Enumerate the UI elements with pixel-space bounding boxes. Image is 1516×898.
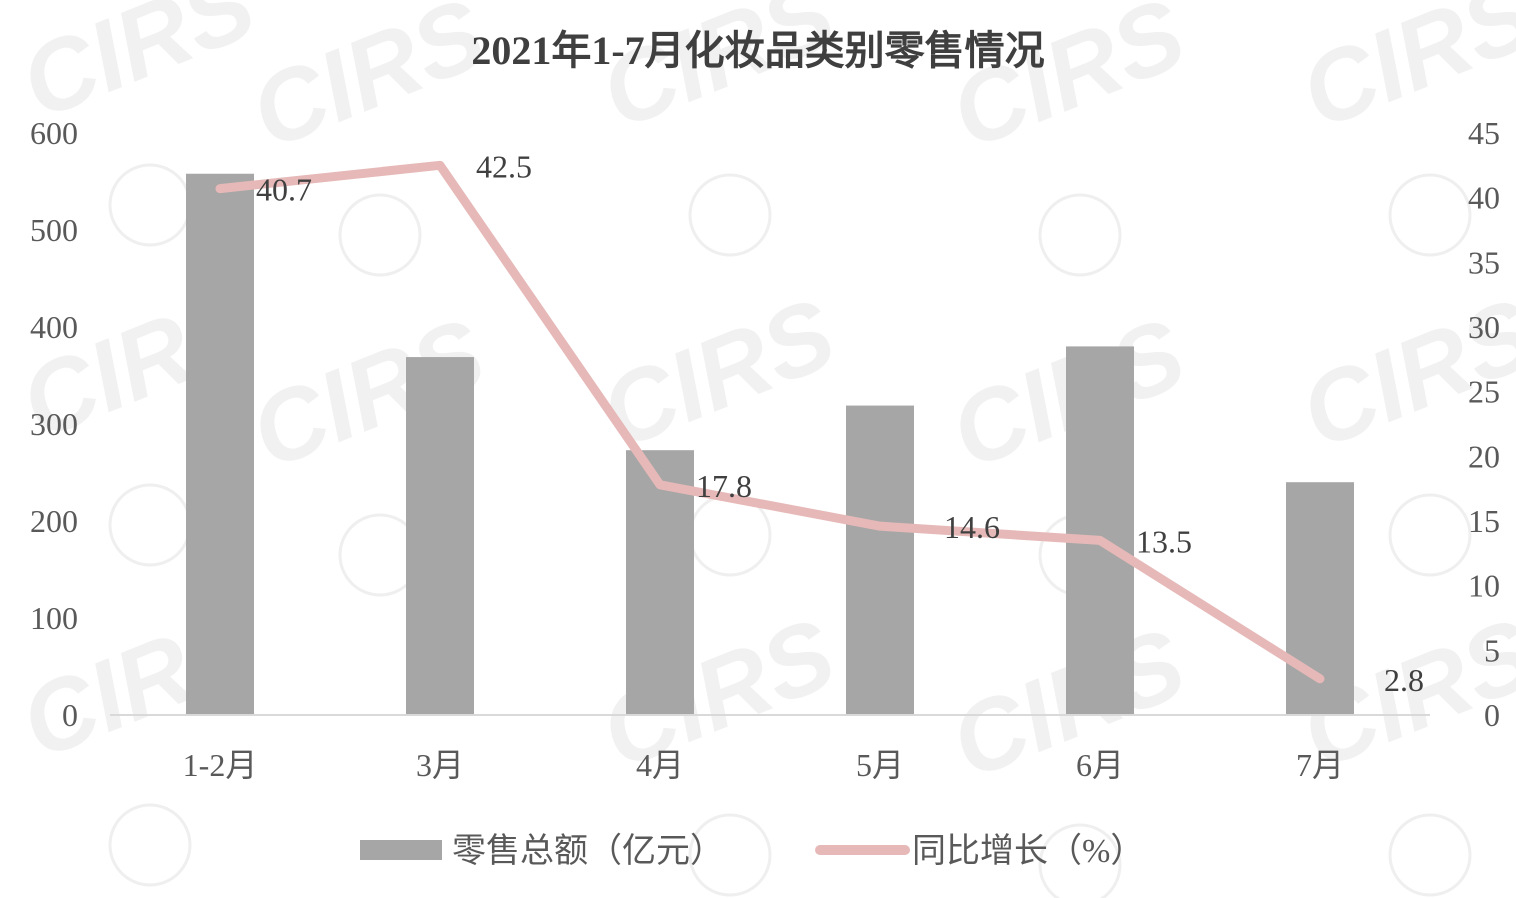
left-tick-label: 100 <box>30 600 78 636</box>
right-tick-label: 40 <box>1468 180 1500 216</box>
data-label: 40.7 <box>256 172 312 208</box>
data-label: 2.8 <box>1384 662 1424 698</box>
line-series: 40.7 42.5 17.8 14.6 13.5 2.8 <box>215 148 1424 698</box>
watermark-seal <box>338 193 422 277</box>
bar <box>1066 346 1134 715</box>
left-tick-label: 200 <box>30 503 78 539</box>
data-label: 13.5 <box>1136 523 1192 559</box>
right-tick-label: 5 <box>1484 632 1500 668</box>
legend-label-bar: 零售总额（亿元） <box>452 832 724 870</box>
watermark-text: CIRS <box>236 0 499 170</box>
line-point <box>219 187 221 190</box>
bar <box>846 405 914 715</box>
watermark-text: CIRS <box>936 0 1199 170</box>
watermark-seal <box>1038 193 1122 277</box>
legend: 零售总额（亿元） 同比增长（%） <box>360 832 1144 870</box>
bar <box>186 173 254 716</box>
bar <box>626 450 694 715</box>
chart-title: 2021年1-7月化妆品类别零售情况 <box>471 28 1044 73</box>
watermark-text: CIRS <box>586 597 849 790</box>
watermark-seal <box>108 163 192 247</box>
watermark-text: CIRS <box>586 0 849 150</box>
right-tick-label: 30 <box>1468 309 1500 345</box>
category-label: 7月 <box>1296 747 1344 783</box>
watermark-seal <box>1388 173 1472 257</box>
data-label: 17.8 <box>696 468 752 504</box>
legend-label-line: 同比增长（%） <box>912 832 1144 870</box>
watermark-seal <box>1038 823 1122 898</box>
left-tick-label: 300 <box>30 406 78 442</box>
category-label: 3月 <box>416 747 464 783</box>
line-point <box>879 525 881 528</box>
right-tick-label: 35 <box>1468 244 1500 280</box>
left-tick-label: 600 <box>30 115 78 151</box>
watermark-seal <box>108 803 192 887</box>
right-tick-label: 15 <box>1468 503 1500 539</box>
line-point <box>659 483 661 486</box>
left-tick-label: 0 <box>62 697 78 733</box>
right-tick-label: 45 <box>1468 115 1500 151</box>
left-tick-label: 400 <box>30 309 78 345</box>
line-point <box>1319 677 1321 680</box>
category-label: 5月 <box>856 747 904 783</box>
watermark-seal <box>688 813 772 897</box>
category-label: 4月 <box>636 747 684 783</box>
watermark-seal <box>108 483 192 567</box>
category-label: 6月 <box>1076 747 1124 783</box>
watermark-seal <box>1388 813 1472 897</box>
left-tick-label: 500 <box>30 212 78 248</box>
left-axis: 0 100 200 300 400 500 600 <box>30 115 78 733</box>
category-label: 1-2月 <box>183 747 258 783</box>
watermark-seal <box>688 173 772 257</box>
right-tick-label: 25 <box>1468 374 1500 410</box>
data-label: 42.5 <box>476 148 532 184</box>
data-label: 14.6 <box>944 509 1000 545</box>
x-axis: 1-2月 3月 4月 5月 6月 7月 <box>183 747 1344 783</box>
right-axis: 0 5 10 15 20 25 30 35 40 45 <box>1468 115 1500 733</box>
watermark-seal <box>1388 493 1472 577</box>
right-tick-label: 10 <box>1468 568 1500 604</box>
line-point <box>1099 539 1101 542</box>
right-tick-label: 0 <box>1484 697 1500 733</box>
growth-line <box>215 160 1325 684</box>
line-point <box>439 164 441 167</box>
bar <box>406 357 474 715</box>
legend-swatch-bar <box>360 840 442 860</box>
right-tick-label: 20 <box>1468 438 1500 474</box>
